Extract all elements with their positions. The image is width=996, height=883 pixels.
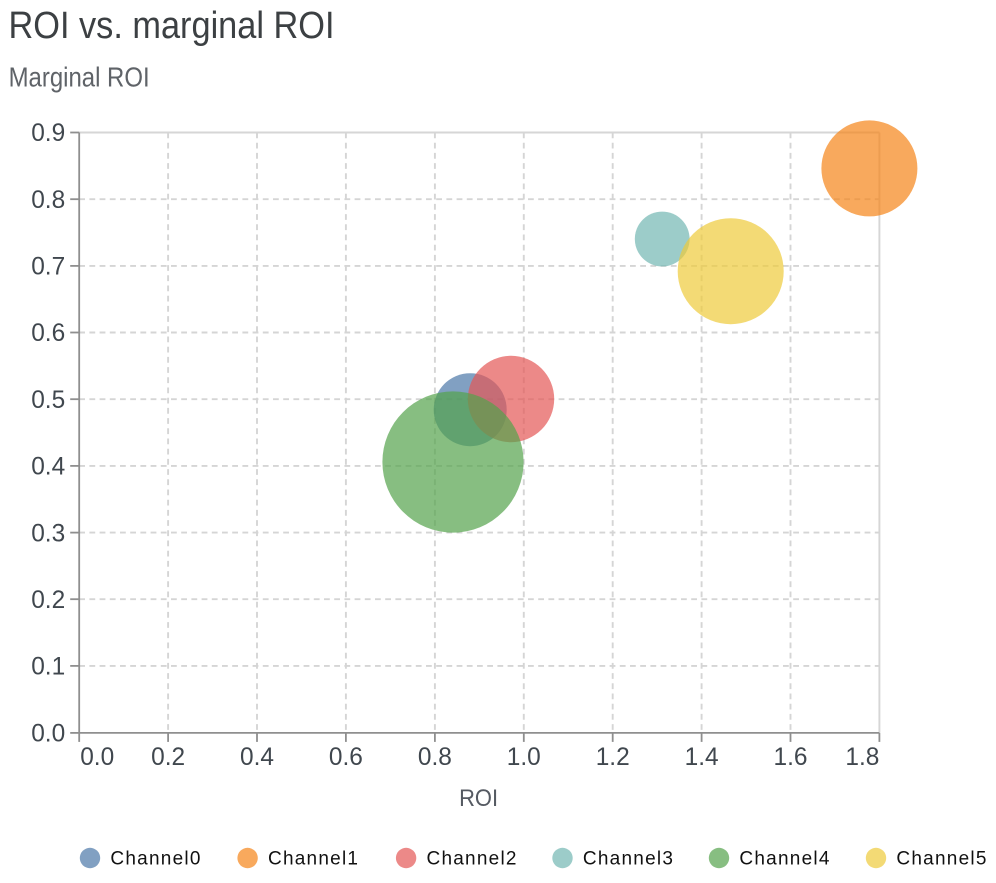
- svg-text:0.5: 0.5: [31, 386, 65, 414]
- svg-text:0.8: 0.8: [418, 743, 452, 771]
- svg-text:Marginal ROI: Marginal ROI: [9, 62, 150, 93]
- svg-text:Channel3: Channel3: [583, 848, 673, 869]
- svg-text:ROI: ROI: [459, 785, 498, 812]
- svg-text:0.1: 0.1: [31, 653, 65, 681]
- svg-text:1.6: 1.6: [774, 743, 808, 771]
- svg-text:1.0: 1.0: [507, 743, 541, 771]
- svg-text:0.6: 0.6: [31, 319, 65, 347]
- svg-text:Channel5: Channel5: [896, 848, 986, 869]
- svg-text:ROI vs. marginal ROI: ROI vs. marginal ROI: [9, 5, 335, 47]
- svg-text:0.4: 0.4: [31, 453, 65, 481]
- svg-text:Channel4: Channel4: [739, 848, 829, 869]
- svg-text:0.8: 0.8: [31, 186, 65, 214]
- svg-text:1.2: 1.2: [596, 743, 630, 771]
- svg-text:0.9: 0.9: [31, 119, 65, 147]
- svg-text:0.2: 0.2: [31, 586, 65, 614]
- svg-text:Channel2: Channel2: [427, 848, 517, 869]
- svg-text:0.0: 0.0: [80, 743, 114, 771]
- svg-text:1.4: 1.4: [685, 743, 719, 771]
- svg-text:0.7: 0.7: [31, 253, 65, 281]
- svg-text:0.2: 0.2: [151, 743, 185, 771]
- svg-text:0.6: 0.6: [329, 743, 363, 771]
- svg-text:1.8: 1.8: [845, 743, 879, 771]
- svg-text:0.0: 0.0: [31, 720, 65, 748]
- svg-text:0.4: 0.4: [240, 743, 274, 771]
- svg-text:Channel0: Channel0: [110, 848, 200, 869]
- svg-text:0.3: 0.3: [31, 519, 65, 547]
- svg-text:Channel1: Channel1: [268, 848, 358, 869]
